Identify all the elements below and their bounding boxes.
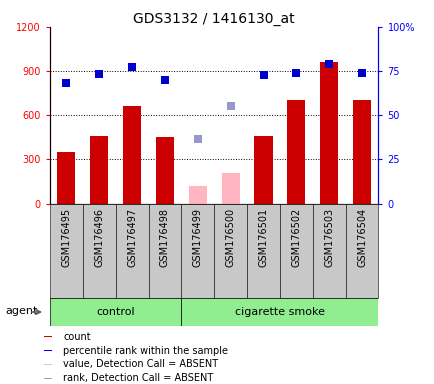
Bar [148, 204, 181, 298]
Bar [90, 136, 108, 204]
Text: GSM176504: GSM176504 [356, 208, 366, 267]
Bar [254, 136, 272, 204]
Text: agent: agent [5, 306, 37, 316]
Bar [352, 101, 370, 204]
Bar [214, 204, 247, 298]
Bar [115, 204, 148, 298]
Bar [123, 106, 141, 204]
Bar [312, 204, 345, 298]
Title: GDS3132 / 1416130_at: GDS3132 / 1416130_at [133, 12, 294, 26]
Bar [155, 137, 174, 204]
Bar [247, 204, 279, 298]
Text: GSM176496: GSM176496 [94, 208, 104, 267]
Text: GSM176499: GSM176499 [192, 208, 202, 267]
Bar [57, 152, 76, 204]
Text: GSM176497: GSM176497 [127, 208, 137, 267]
Bar [319, 62, 338, 204]
Bar [279, 204, 312, 298]
Bar [188, 186, 207, 204]
Text: count: count [63, 332, 91, 342]
Text: GSM176495: GSM176495 [61, 208, 71, 267]
Text: GSM176500: GSM176500 [225, 208, 235, 267]
Bar [50, 204, 82, 298]
Text: GSM176501: GSM176501 [258, 208, 268, 267]
Text: cigarette smoke: cigarette smoke [234, 307, 324, 317]
Bar [181, 298, 378, 326]
Text: GSM176502: GSM176502 [291, 208, 301, 268]
Bar [82, 204, 115, 298]
Bar [43, 336, 52, 338]
Bar [181, 204, 214, 298]
Bar [286, 101, 305, 204]
Text: value, Detection Call = ABSENT: value, Detection Call = ABSENT [63, 359, 218, 369]
Bar [43, 377, 52, 379]
Bar [221, 173, 239, 204]
Text: control: control [96, 307, 135, 317]
Bar [345, 204, 378, 298]
Text: GSM176498: GSM176498 [160, 208, 170, 267]
Text: rank, Detection Call = ABSENT: rank, Detection Call = ABSENT [63, 373, 213, 383]
Bar [43, 364, 52, 365]
Bar [43, 350, 52, 351]
Bar [50, 298, 181, 326]
Text: percentile rank within the sample: percentile rank within the sample [63, 346, 227, 356]
Text: GSM176503: GSM176503 [323, 208, 333, 267]
